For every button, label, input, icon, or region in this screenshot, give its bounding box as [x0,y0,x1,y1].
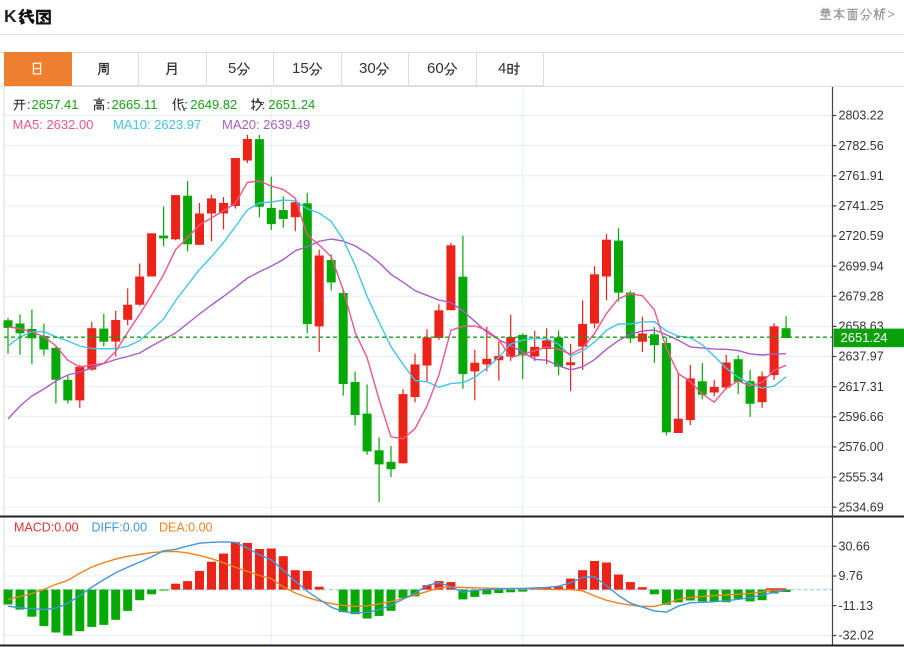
svg-text:2782.56: 2782.56 [839,139,884,153]
svg-text:2679.28: 2679.28 [839,290,884,304]
svg-text:2741.25: 2741.25 [839,199,884,213]
svg-text:-32.02: -32.02 [839,629,874,643]
svg-text:>: > [888,8,895,22]
svg-text:60: 60 [427,61,444,77]
svg-text:2699.94: 2699.94 [839,259,884,273]
svg-text:15: 15 [292,61,309,77]
svg-text:5: 5 [228,61,236,77]
svg-text:2651.24: 2651.24 [268,97,315,112]
svg-text:2665.11: 2665.11 [112,97,158,112]
svg-text::: : [184,97,188,112]
svg-text:MACD:0.00: MACD:0.00 [14,521,79,535]
svg-text:2555.34: 2555.34 [839,470,884,484]
svg-text:30.66: 30.66 [839,539,870,553]
svg-text:2720.59: 2720.59 [839,229,884,243]
svg-text:MA5: 2632.00: MA5: 2632.00 [13,117,94,132]
svg-text:2534.69: 2534.69 [839,500,884,514]
svg-text::: : [262,97,266,112]
svg-text:9.76: 9.76 [839,569,863,583]
svg-text:2637.97: 2637.97 [839,350,884,364]
svg-text::: : [107,97,111,112]
svg-text:2617.31: 2617.31 [839,380,884,394]
svg-text:DIFF:0.00: DIFF:0.00 [92,521,148,535]
svg-text:MA20: 2639.49: MA20: 2639.49 [222,117,310,132]
svg-text:2576.00: 2576.00 [839,440,884,454]
svg-text:DEA:0.00: DEA:0.00 [159,521,213,535]
svg-text:K: K [4,6,17,26]
svg-text:-11.13: -11.13 [839,599,874,613]
svg-text::: : [27,97,31,112]
svg-text:2803.22: 2803.22 [839,109,884,123]
svg-text:2596.66: 2596.66 [839,410,884,424]
svg-text:4: 4 [498,61,506,77]
svg-text:2761.91: 2761.91 [839,169,884,183]
svg-text:2649.82: 2649.82 [190,97,237,112]
svg-text:MA10: 2623.97: MA10: 2623.97 [113,117,201,132]
svg-text:30: 30 [359,61,376,77]
svg-text:2651.24: 2651.24 [841,330,888,345]
svg-text:2657.41: 2657.41 [32,97,79,112]
